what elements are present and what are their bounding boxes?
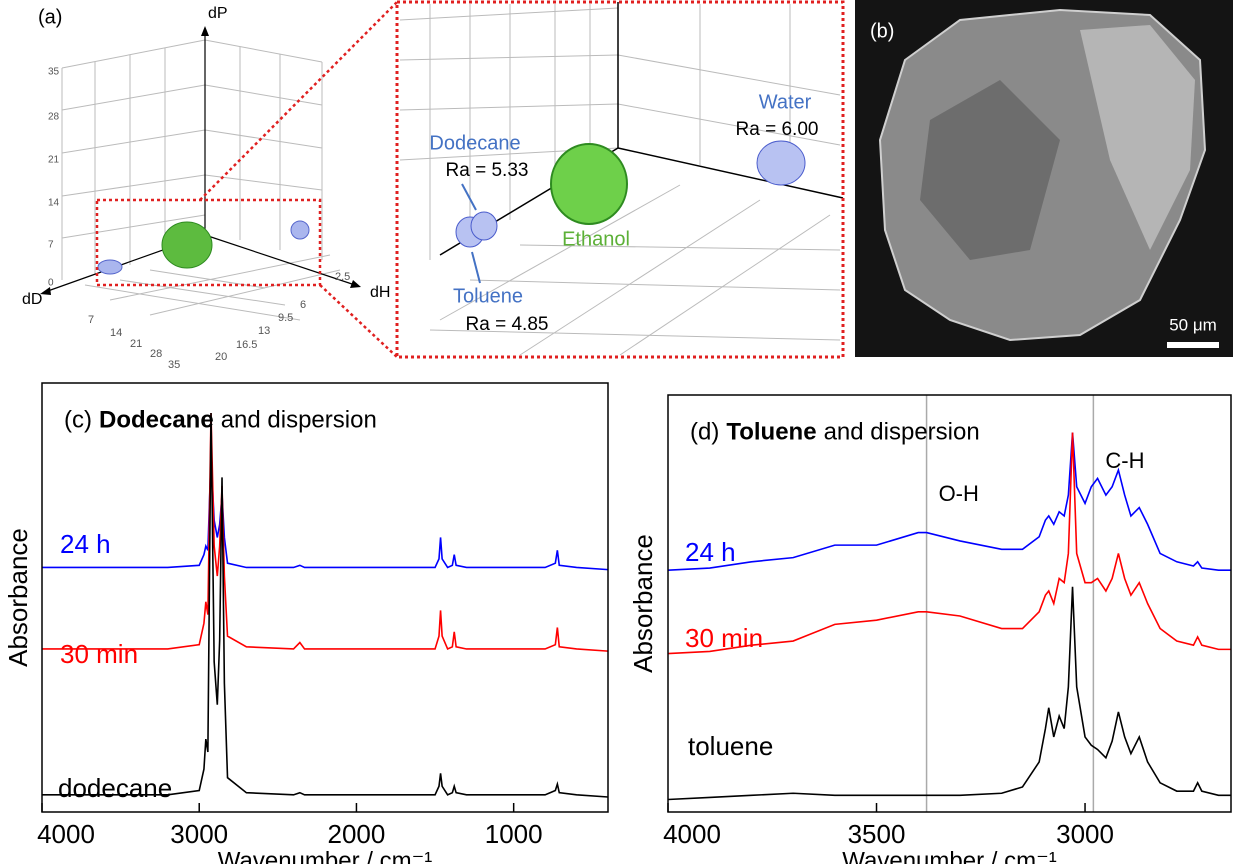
arrow bbox=[201, 26, 209, 36]
dodecane-sphere bbox=[471, 212, 497, 240]
plot-frame bbox=[42, 383, 608, 812]
zoom-line bbox=[200, 2, 397, 200]
spectrum bbox=[668, 587, 1231, 800]
water-sphere bbox=[757, 141, 805, 185]
ra-label: Ra = 6.00 bbox=[736, 119, 819, 140]
spectrum bbox=[42, 413, 608, 651]
solvent-label: Water bbox=[759, 91, 812, 113]
tick-label: 35 bbox=[48, 67, 60, 78]
axis-label: dP bbox=[208, 5, 228, 22]
series-label: 24 h bbox=[685, 537, 736, 567]
tick-label: 7 bbox=[88, 314, 94, 326]
spectrum bbox=[42, 456, 608, 570]
ra-label: Ra = 4.85 bbox=[466, 314, 549, 335]
scale-label: 50 μm bbox=[1169, 315, 1217, 334]
tick-label: 35 bbox=[168, 359, 180, 371]
solvent-label: Toluene bbox=[453, 285, 523, 307]
tick-label: 6 bbox=[300, 299, 306, 311]
chart-title: Toluene bbox=[726, 418, 816, 445]
panel-label: (a) bbox=[38, 6, 62, 28]
series-label: dodecane bbox=[58, 773, 172, 803]
tick-label: 28 bbox=[48, 112, 60, 123]
series-label: 24 h bbox=[60, 529, 111, 559]
chart-title: and dispersion bbox=[824, 418, 980, 445]
chart-title: Dodecane bbox=[99, 406, 214, 433]
tick-label: 21 bbox=[130, 338, 142, 350]
chart-title: and dispersion bbox=[221, 406, 377, 433]
solvent-label: Dodecane bbox=[429, 132, 520, 154]
ethanol-sphere bbox=[551, 144, 627, 224]
chart-title: (c) bbox=[64, 406, 92, 433]
annotation: C-H bbox=[1105, 448, 1144, 473]
solvent-label: Ethanol bbox=[562, 228, 630, 250]
x-tick-label: 3000 bbox=[170, 819, 228, 849]
figure: (a) Dodecane Ra = 5.33 Toluene Ra = 4.85… bbox=[0, 0, 1233, 864]
x-tick-label: 1000 bbox=[485, 819, 543, 849]
tick-label: 28 bbox=[150, 348, 162, 360]
x-tick-label: 4000 bbox=[37, 819, 95, 849]
tick-label: 14 bbox=[110, 327, 122, 339]
sphere bbox=[98, 260, 122, 274]
tick-label: 16.5 bbox=[236, 339, 257, 351]
ra-label: Ra = 5.33 bbox=[446, 160, 529, 181]
y-axis-label: Absorbance bbox=[628, 534, 658, 673]
tick-label: 21 bbox=[48, 155, 60, 166]
spectrum bbox=[42, 413, 608, 797]
x-tick-label: 3000 bbox=[1056, 819, 1114, 849]
tick-label: 14 bbox=[48, 198, 60, 209]
x-axis-label: Wavenumber / cm⁻¹ bbox=[218, 847, 433, 864]
sphere bbox=[291, 221, 309, 239]
arrow bbox=[350, 280, 361, 288]
x-tick-label: 2000 bbox=[328, 819, 386, 849]
spectrum bbox=[668, 433, 1231, 654]
axis-label: dH bbox=[370, 284, 390, 301]
grid-3d bbox=[62, 40, 340, 320]
arrow bbox=[462, 184, 476, 210]
panel-label: (b) bbox=[870, 20, 894, 42]
tick-label: 13 bbox=[258, 325, 270, 337]
x-tick-label: 3500 bbox=[848, 819, 906, 849]
tick-label: 7 bbox=[48, 240, 54, 251]
tick-label: 0 bbox=[48, 278, 54, 289]
y-axis-label: Absorbance bbox=[3, 528, 33, 667]
arrow bbox=[472, 252, 480, 283]
series-label: toluene bbox=[688, 731, 773, 761]
annotation: O-H bbox=[939, 481, 979, 506]
axis-label: dD bbox=[22, 291, 42, 308]
scale-bar bbox=[1167, 342, 1219, 348]
series-label: 30 min bbox=[60, 639, 138, 669]
tick-label: 20 bbox=[215, 351, 227, 363]
series-label: 30 min bbox=[685, 623, 763, 653]
x-tick-label: 4000 bbox=[663, 819, 721, 849]
ethanol-sphere bbox=[162, 222, 212, 268]
x-axis-label: Wavenumber / cm⁻¹ bbox=[842, 847, 1057, 864]
tick-label: 9.5 bbox=[278, 312, 293, 324]
chart-title: (d) bbox=[690, 418, 719, 445]
tick-label: 2.5 bbox=[335, 271, 350, 283]
